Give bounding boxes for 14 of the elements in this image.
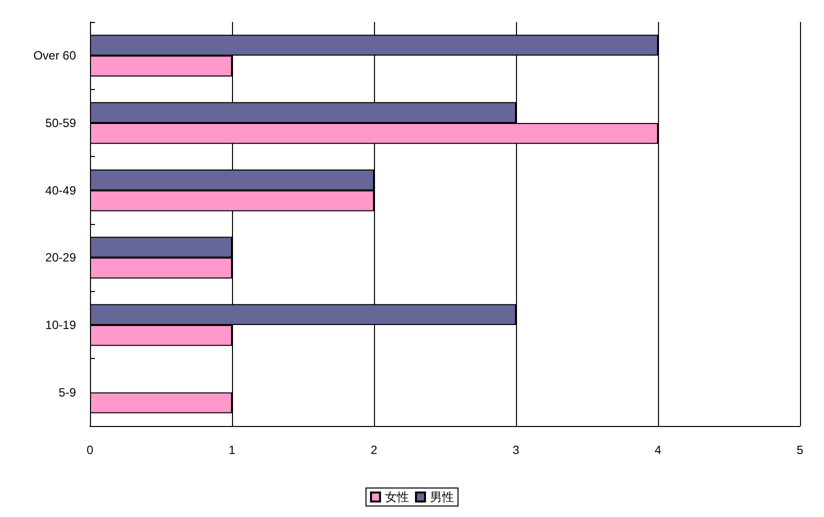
- x-tick-label: 3: [512, 443, 520, 457]
- legend-label: 男性: [430, 490, 454, 504]
- x-tick-label: 1: [228, 443, 236, 457]
- y-tick-label: 40-49: [45, 183, 76, 198]
- x-tick-label: 5: [796, 443, 804, 457]
- x-tick-label: 0: [86, 443, 94, 457]
- x-tick-label: 4: [654, 443, 662, 457]
- legend-label: 女性: [385, 490, 409, 504]
- y-tick-label: 20-29: [45, 250, 76, 265]
- x-tick-label: 2: [370, 443, 378, 457]
- y-tick-label: 50-59: [45, 116, 76, 130]
- y-tick-label: Over 60: [33, 48, 76, 63]
- y-tick-label: 5-9: [58, 385, 76, 400]
- y-tick-label: 10-19: [45, 318, 76, 332]
